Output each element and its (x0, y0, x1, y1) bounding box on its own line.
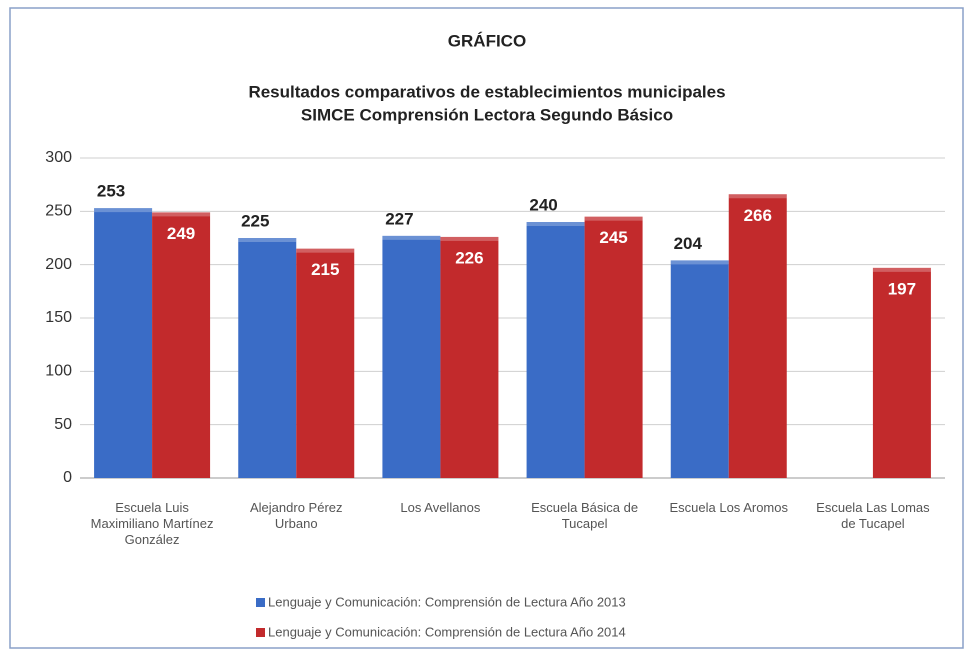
bar (872, 267, 931, 478)
legend-swatch (256, 598, 265, 607)
x-tick-label: Alejandro Pérez Urbano (250, 500, 343, 531)
bar (382, 235, 441, 478)
bar (526, 222, 585, 478)
bar-cap (872, 267, 931, 272)
bar-cap (238, 238, 297, 242)
data-label: 245 (599, 228, 627, 247)
bar (152, 212, 211, 478)
data-label: 240 (529, 195, 557, 214)
bar (296, 248, 355, 478)
chart-subtitle: Resultados comparativos de establecimien… (248, 82, 725, 101)
bar-cap (296, 248, 355, 253)
y-tick-label: 0 (63, 469, 72, 486)
y-tick-label: 50 (54, 416, 72, 433)
data-label: 204 (674, 234, 703, 253)
chart-subtitle: SIMCE Comprensión Lectora Segundo Básico (301, 105, 673, 124)
bar (94, 208, 153, 478)
bar-cap (670, 260, 729, 265)
data-label: 197 (888, 279, 916, 298)
bar (440, 236, 499, 478)
data-label: 266 (744, 206, 772, 225)
legend-label: Lenguaje y Comunicación: Comprensión de … (268, 594, 626, 609)
data-label: 225 (241, 211, 269, 230)
x-tick-label: Escuela Luis Maximiliano Martínez Gonzál… (90, 500, 214, 547)
y-tick-label: 300 (45, 149, 72, 166)
bar-cap (94, 208, 153, 213)
data-label: 227 (385, 209, 413, 228)
y-tick-label: 200 (45, 256, 72, 273)
bar-cap (728, 194, 787, 199)
x-tick-label: Escuela Las Lomas de Tucapel (816, 500, 930, 531)
data-label: 253 (97, 182, 125, 201)
x-tick-label: Los Avellanos (400, 500, 481, 515)
bar-cap (152, 212, 211, 217)
data-label: 249 (167, 224, 195, 243)
bar-cap (526, 222, 585, 226)
bar (584, 216, 643, 478)
x-tick-label: Escuela Los Aromos (669, 500, 788, 515)
x-tick-label: Escuela Básica de Tucapel (531, 500, 639, 531)
y-tick-label: 250 (45, 203, 72, 220)
bar (728, 194, 787, 478)
legend-swatch (256, 628, 265, 637)
data-label: 215 (311, 260, 339, 279)
legend-label: Lenguaje y Comunicación: Comprensión de … (268, 624, 626, 639)
bar-cap (584, 216, 643, 221)
bar-cap (382, 235, 441, 240)
chart-title: GRÁFICO (448, 31, 526, 50)
bar-cap (440, 236, 499, 241)
bar (670, 260, 729, 478)
bar (238, 238, 297, 478)
y-tick-label: 100 (45, 363, 72, 380)
data-label: 226 (455, 248, 483, 267)
y-tick-label: 150 (45, 309, 72, 326)
